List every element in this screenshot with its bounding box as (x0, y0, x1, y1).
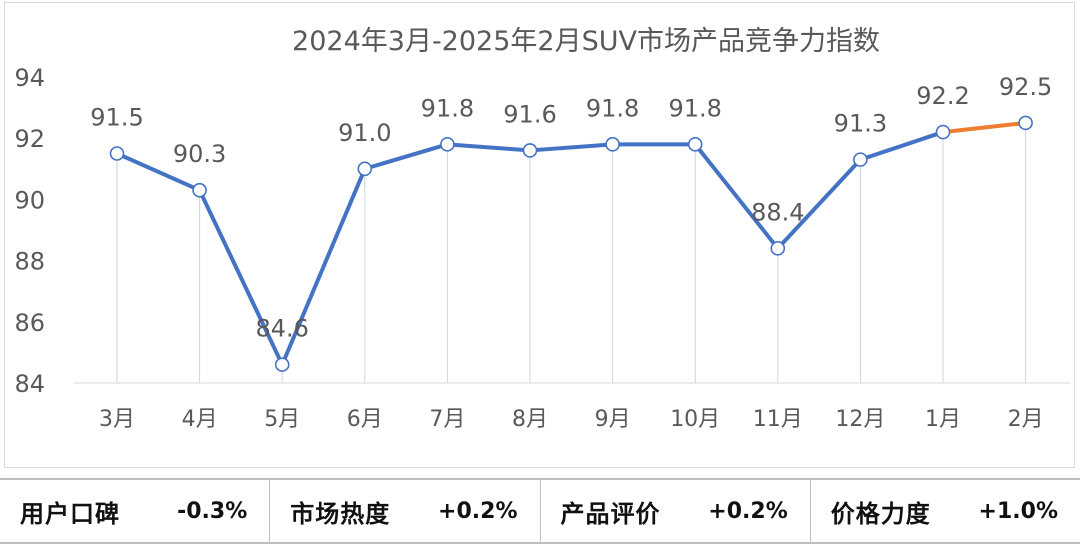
x-tick-label: 7月 (429, 407, 465, 432)
metric-name: 用户口碑 (20, 499, 120, 528)
data-label: 91.8 (668, 94, 721, 122)
data-label: 92.5 (999, 73, 1052, 101)
data-label: 84.6 (255, 315, 308, 343)
data-label: 91.8 (421, 94, 474, 122)
data-point (770, 241, 786, 256)
chart-title: 2024年3月-2025年2月SUV市场产品竞争力指数 (292, 26, 880, 57)
metric-value: +0.2% (438, 498, 518, 524)
x-tick-label: 6月 (347, 407, 383, 432)
metric-product-rating: 产品评价 +0.2% (541, 480, 811, 542)
data-point (440, 137, 455, 152)
metric-market-heat: 市场热度 +0.2% (270, 480, 541, 542)
data-point (605, 137, 620, 152)
x-tick-label: 4月 (182, 407, 218, 432)
x-tick-label: 12月 (835, 407, 885, 432)
metrics-bar: 用户口碑 -0.3% 市场热度 +0.2% 产品评价 +0.2% 价格力度 +1… (0, 478, 1080, 544)
metric-name: 产品评价 (560, 499, 661, 528)
y-tick-label: 94 (14, 64, 45, 92)
data-point (935, 124, 951, 140)
x-tick-label: 1月 (925, 407, 961, 432)
data-point (192, 182, 207, 198)
x-tick-label: 2月 (1008, 407, 1044, 432)
data-point (687, 137, 703, 152)
data-label: 90.3 (173, 140, 226, 168)
metric-price-strength: 价格力度 +1.0% (811, 480, 1080, 542)
x-tick-label: 10月 (670, 407, 720, 432)
metric-user-reputation: 用户口碑 -0.3% (0, 480, 271, 542)
series-line-highlight (941, 120, 1028, 135)
data-label: 91.3 (834, 110, 887, 138)
line-chart: 2024年3月-2025年2月SUV市场产品竞争力指数 84 86 88 90 92 94 9… (14, 26, 1071, 432)
x-tick-label: 3月 (99, 407, 135, 432)
x-tick-label: 8月 (512, 407, 548, 432)
x-tick-label: 5月 (264, 407, 300, 432)
metric-name: 市场热度 (290, 499, 391, 528)
data-point (853, 152, 868, 167)
metric-value: +1.0% (978, 498, 1058, 524)
data-point (522, 143, 538, 158)
y-tick-label: 90 (14, 186, 45, 214)
metric-name: 价格力度 (830, 499, 931, 528)
y-tick-label: 92 (14, 125, 45, 153)
data-label: 88.4 (751, 198, 804, 226)
x-tick-label: 11月 (753, 407, 803, 432)
y-tick-label: 88 (14, 248, 45, 276)
metric-value: +0.2% (708, 498, 788, 524)
chart-frame: 2024年3月-2025年2月SUV市场产品竞争力指数 84 86 88 90 92 94 9… (4, 2, 1075, 468)
data-point (109, 146, 125, 161)
data-label: 91.0 (338, 119, 391, 147)
y-tick-label: 84 (14, 370, 45, 398)
metric-value: -0.3% (177, 498, 248, 524)
data-point (1018, 115, 1033, 131)
data-label: 92.2 (916, 82, 969, 110)
data-label: 91.8 (586, 94, 639, 122)
y-tick-label: 86 (14, 309, 45, 337)
data-point (274, 357, 290, 372)
x-tick-label: 9月 (595, 407, 631, 432)
data-point (357, 161, 373, 177)
data-label: 91.5 (90, 104, 143, 132)
data-label: 91.6 (503, 100, 556, 128)
